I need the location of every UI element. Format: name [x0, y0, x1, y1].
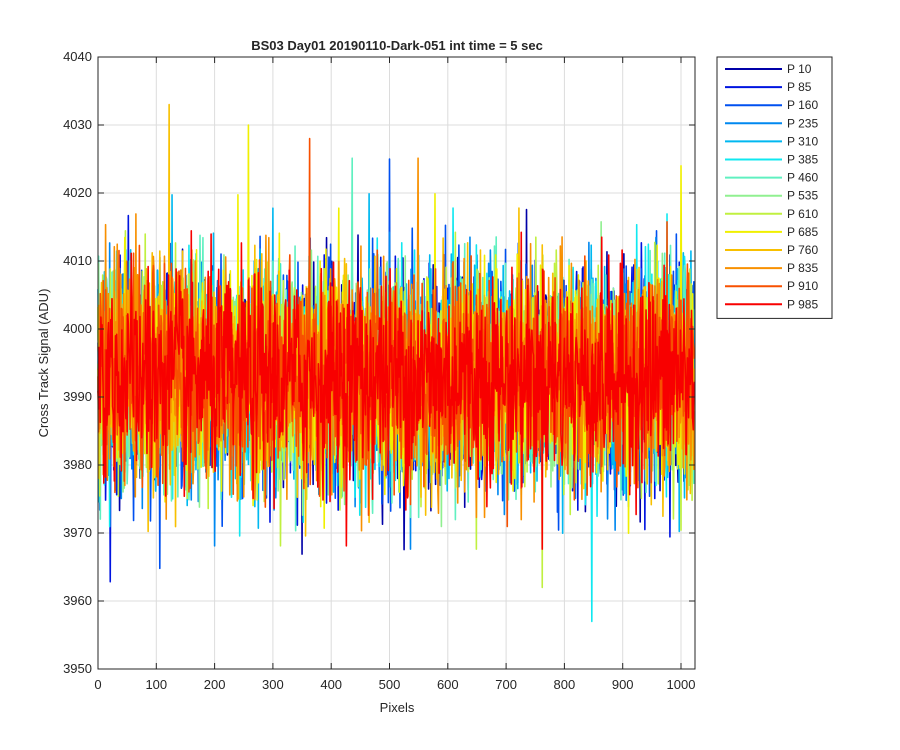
legend-label: P 160	[787, 98, 818, 112]
y-tick-label: 3960	[63, 593, 92, 608]
y-tick-label: 3980	[63, 457, 92, 472]
y-tick-label: 3990	[63, 389, 92, 404]
x-tick-label: 800	[554, 677, 576, 692]
x-tick-label: 400	[320, 677, 342, 692]
legend-label: P 835	[787, 261, 818, 275]
legend-box	[716, 56, 833, 319]
legend-label: P 85	[787, 80, 812, 94]
legend-label: P 910	[787, 279, 818, 293]
x-tick-label: 1000	[667, 677, 696, 692]
axis-ticks: 0 100 200 300 400 500 600 700 800 900 1000 3950 3960…	[63, 49, 695, 692]
legend-label: P 610	[787, 207, 818, 221]
legend-label: P 10	[787, 62, 812, 76]
x-tick-label: 900	[612, 677, 634, 692]
x-tick-label: 700	[495, 677, 517, 692]
legend-label: P 310	[787, 134, 818, 148]
legend-label: P 985	[787, 297, 818, 311]
chart-title: BS03 Day01 20190110-Dark-051 int time = …	[251, 38, 543, 53]
legend-label: P 460	[787, 171, 818, 185]
y-tick-label: 4040	[63, 49, 92, 64]
legend: P 10 P 85 P 160 P 235 P 310 P 385 P 460 P 535 P …	[716, 56, 833, 319]
y-tick-label: 4020	[63, 185, 92, 200]
y-tick-label: 3970	[63, 525, 92, 540]
y-tick-label: 4030	[63, 117, 92, 132]
y-axis-label: Cross Track Signal (ADU)	[36, 289, 51, 438]
legend-label: P 685	[787, 225, 818, 239]
legend-label: P 235	[787, 116, 818, 130]
y-tick-label: 3950	[63, 661, 92, 676]
plot-frame	[97, 56, 696, 670]
x-tick-label: 0	[94, 677, 101, 692]
series-line	[97, 230, 696, 550]
legend-label: P 760	[787, 243, 818, 257]
x-tick-label: 300	[262, 677, 284, 692]
y-tick-label: 4000	[63, 321, 92, 336]
x-tick-label: 200	[204, 677, 226, 692]
x-tick-label: 100	[145, 677, 167, 692]
series-layer	[97, 103, 696, 623]
legend-label: P 535	[787, 189, 818, 203]
y-tick-label: 4010	[63, 253, 92, 268]
x-tick-label: 500	[379, 677, 401, 692]
legend-label: P 385	[787, 153, 818, 167]
x-axis-label: Pixels	[380, 700, 415, 715]
x-tick-label: 600	[437, 677, 459, 692]
